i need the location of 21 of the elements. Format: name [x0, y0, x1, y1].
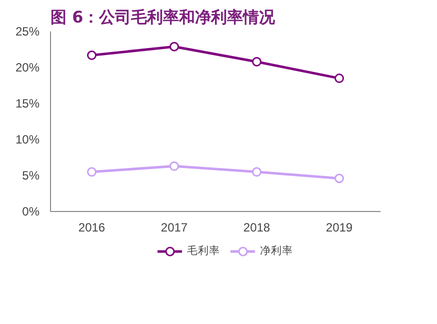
legend-label: 净利率: [260, 244, 293, 258]
point: [170, 42, 179, 52]
point: [170, 161, 179, 171]
point: [252, 57, 262, 66]
chart-title: 图 6：公司毛利率和净利率情况: [50, 8, 276, 26]
x-tick-label: 2019: [326, 220, 353, 234]
y-tick-label: 5%: [22, 168, 40, 182]
y-tick-label: 25%: [15, 24, 40, 38]
point: [334, 174, 344, 184]
y-tick-label: 15%: [15, 96, 40, 110]
point: [334, 74, 344, 84]
point: [252, 167, 262, 177]
x-tick-label: 2017: [160, 220, 188, 234]
point: [87, 167, 96, 177]
point: [87, 50, 96, 60]
x-tick-label: 2016: [78, 220, 106, 234]
legend-label: 毛利率: [187, 244, 220, 258]
y-tick-label: 10%: [15, 132, 40, 146]
y-tick-label: 0%: [22, 204, 40, 218]
y-tick-label: 20%: [15, 60, 40, 74]
x-tick-label: 2018: [243, 220, 270, 234]
